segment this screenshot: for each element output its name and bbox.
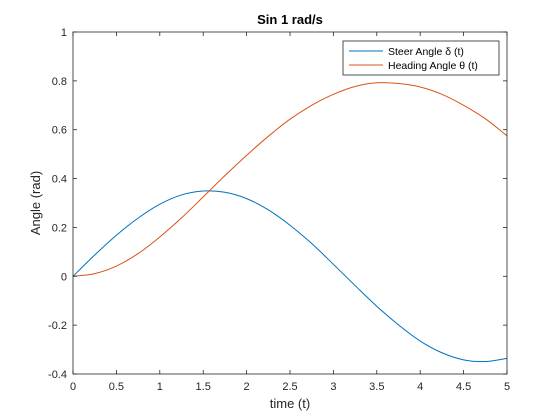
x-tick-label: 5: [504, 381, 510, 393]
x-tick-label: 1.5: [196, 381, 211, 393]
x-tick-label: 4: [417, 381, 423, 393]
x-tick-label: 3: [330, 381, 336, 393]
x-tick-label: 2.5: [282, 381, 297, 393]
x-axis-label: time (t): [270, 396, 310, 411]
legend-label-steer-angle: Steer Angle δ (t): [388, 46, 464, 58]
series-layer: [72, 82, 508, 363]
legend-box: [342, 40, 500, 76]
y-tick-label: 1: [61, 27, 67, 39]
x-tick-label: 1: [157, 381, 163, 393]
y-tick-label: 0.6: [52, 125, 67, 137]
axes-layer: 0 0.5 1 1.5 2 2.5 3 3.5 4 4.5 5 -0.4 -0.2 0 0.2 0.4 0.6 0…: [48, 27, 510, 393]
x-tick-label: 4.5: [456, 381, 471, 393]
x-tick-label: 0: [70, 381, 76, 393]
plot-area: [73, 32, 507, 374]
legend-label-heading-angle: Heading Angle θ (t): [388, 60, 478, 72]
x-tick-label: 3.5: [369, 381, 384, 393]
series-line-0: [72, 190, 508, 363]
chart-title: Sin 1 rad/s: [257, 12, 323, 27]
y-tick-label: 0: [61, 271, 67, 283]
y-tick-label: -0.2: [48, 320, 67, 332]
y-tick-label: -0.4: [48, 369, 67, 381]
series-line-1: [72, 82, 508, 277]
y-tick-label: 0.2: [52, 222, 67, 234]
x-tick-label: 0.5: [109, 381, 124, 393]
x-tick-label: 2: [244, 381, 250, 393]
y-axis-label: Angle (rad): [28, 171, 43, 235]
y-tick-label: 0.4: [52, 174, 67, 186]
y-tick-label: 0.8: [52, 76, 67, 88]
legend: Steer Angle δ (t) Heading Angle θ (t): [342, 40, 500, 76]
